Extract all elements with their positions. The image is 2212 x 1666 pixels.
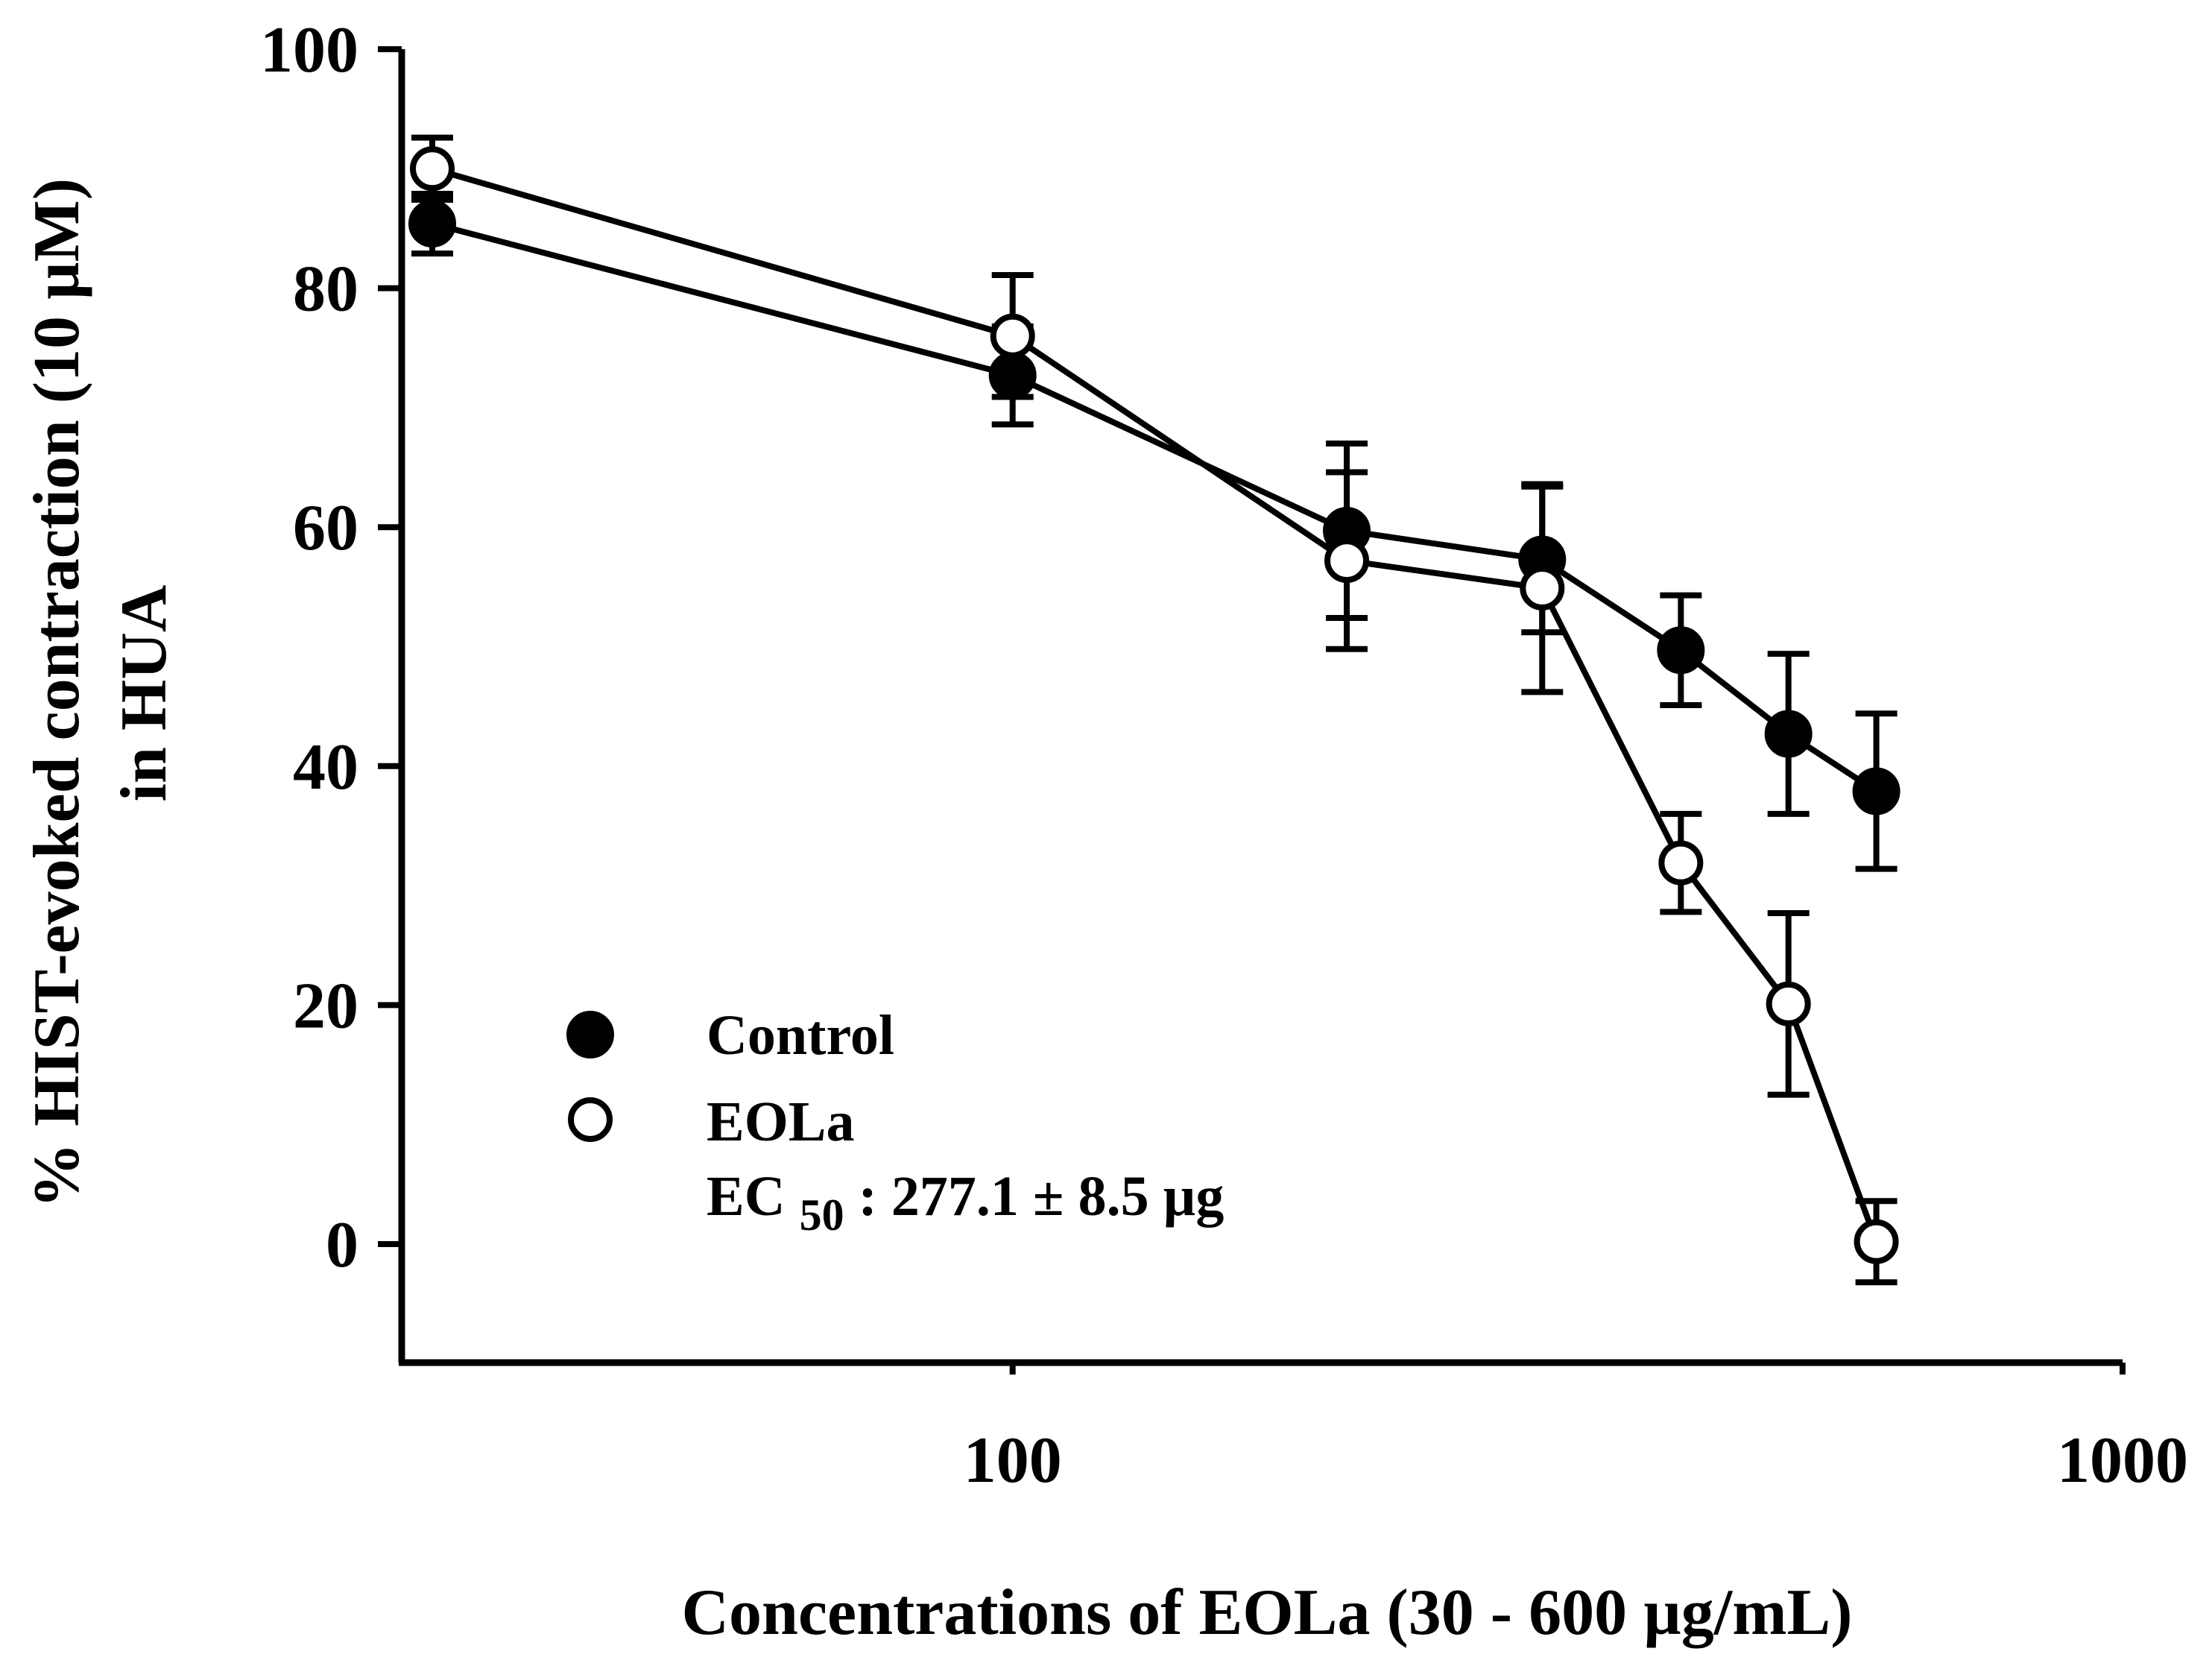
ec50-subscript: 50 <box>800 1190 844 1240</box>
y-tick-label: 40 <box>293 731 358 804</box>
data-point <box>1657 626 1705 675</box>
ec50-annotation: EC 50 : 277.1 ± 8.5 µg <box>707 1165 1224 1243</box>
series-control <box>411 190 1897 872</box>
data-point <box>410 146 455 192</box>
data-point <box>1852 767 1900 815</box>
ec50-value: : 277.1 ± 8.5 µg <box>859 1165 1224 1228</box>
data-point <box>1658 840 1704 886</box>
series-layer <box>408 134 1900 1286</box>
y-tick-label: 80 <box>293 253 358 326</box>
series-markers-eola <box>410 146 1899 1264</box>
series-line <box>431 165 1880 1243</box>
data-point <box>1764 710 1813 758</box>
ec50-prefix: EC <box>707 1165 786 1228</box>
legend: Control EOLa EC 50 : 277.1 ± 8.5 µg <box>566 1004 1224 1243</box>
data-point <box>1766 981 1811 1026</box>
data-point <box>988 351 1037 400</box>
x-axis-title: Concentrations of EOLa (30 - 600 µg/mL) <box>681 1577 1852 1649</box>
x-tick-label: 1000 <box>2057 1424 2188 1497</box>
legend-control-label: Control <box>707 1004 894 1067</box>
y-tick-label: 100 <box>260 14 358 86</box>
y-axis-title-line-2: in HUA <box>108 585 180 802</box>
data-point <box>1854 1219 1899 1264</box>
y-axis-title-line-1: % HIST-evoked contraction (10 µM) <box>21 178 93 1208</box>
series-markers-control <box>408 200 1900 815</box>
axes <box>398 49 2123 1366</box>
legend-control-marker <box>566 1011 614 1058</box>
legend-eola-marker <box>568 1097 613 1142</box>
data-point <box>1520 565 1565 610</box>
series-line <box>431 221 1878 794</box>
y-tick-label: 20 <box>293 970 358 1042</box>
legend-eola-label: EOLa <box>707 1091 855 1153</box>
series-eola <box>411 134 1897 1286</box>
ticks: 0 20 40 60 80 100 100 1000 <box>260 14 2188 1497</box>
y-tick-label: 60 <box>293 492 358 564</box>
data-point <box>990 313 1035 359</box>
y-tick-label: 0 <box>326 1209 358 1281</box>
x-tick-label: 100 <box>964 1424 1062 1497</box>
data-point <box>408 200 456 248</box>
data-point <box>1324 538 1370 584</box>
